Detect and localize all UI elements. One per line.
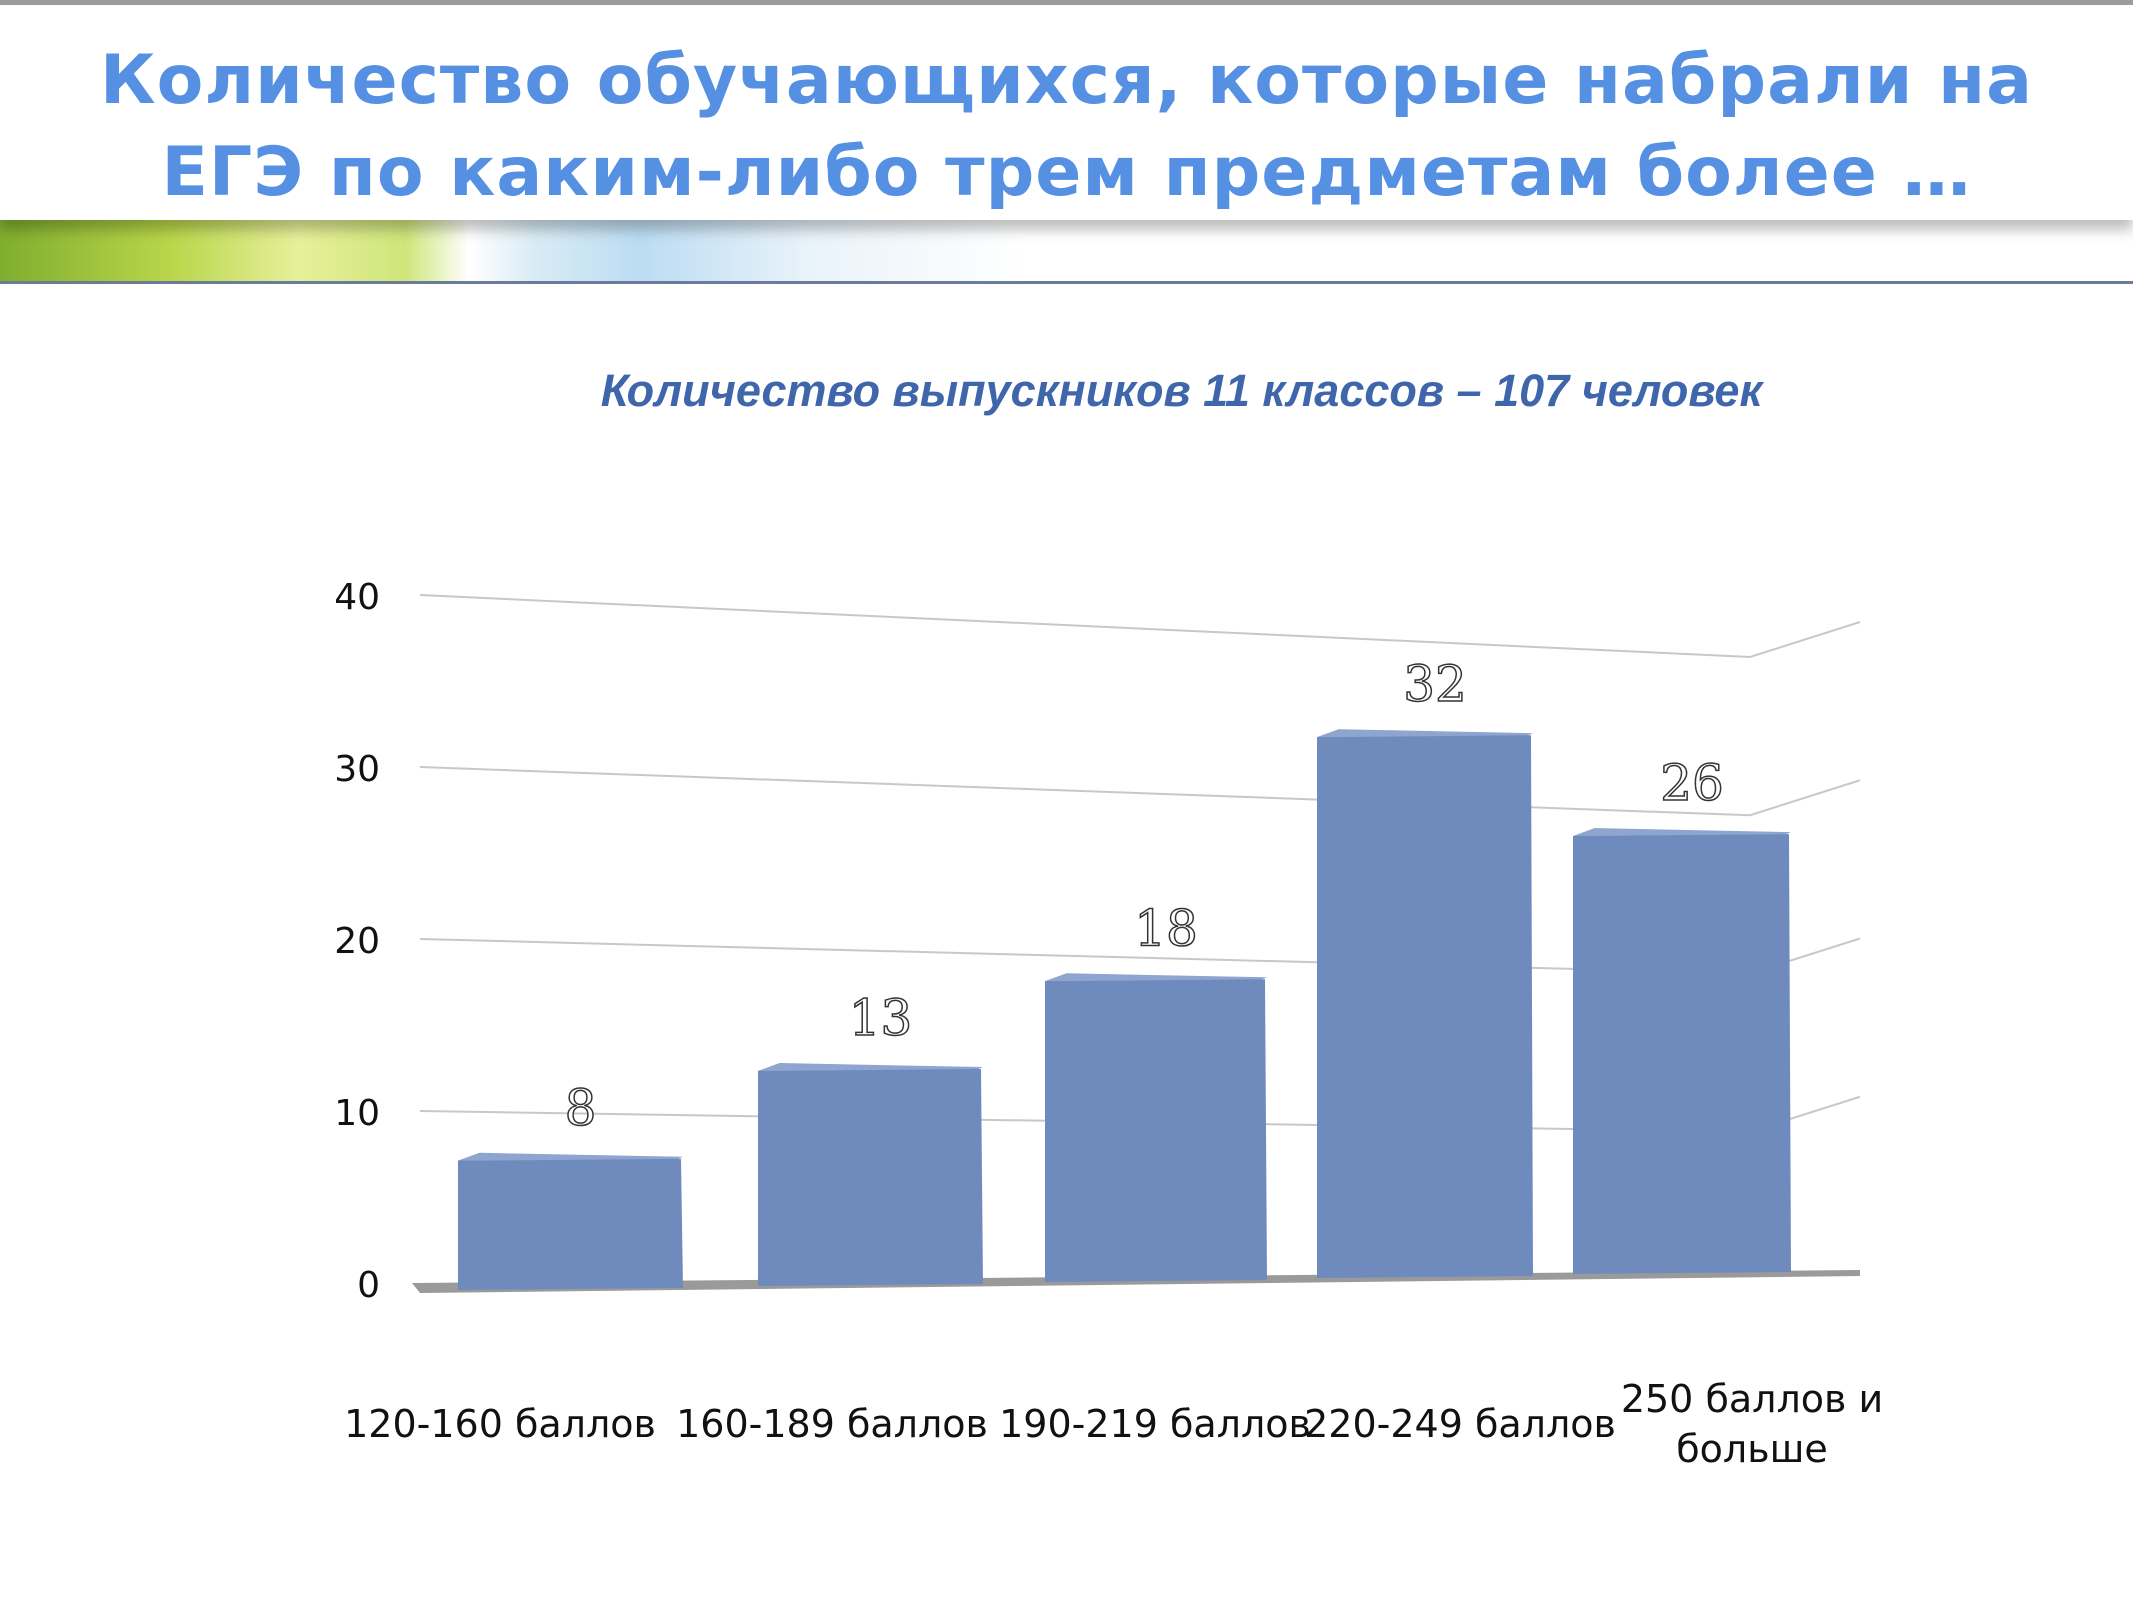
x-tick-label: 120-160 баллов	[344, 1402, 656, 1446]
y-tick-label: 10	[334, 1093, 380, 1134]
x-tick-label: 220-249 баллов	[1304, 1402, 1616, 1446]
data-label: 26	[1660, 754, 1724, 812]
header-divider	[0, 281, 2133, 284]
bar	[758, 1069, 983, 1286]
chart-subtitle: Количество выпускников 11 классов – 107 …	[600, 365, 1763, 416]
bar	[1045, 979, 1267, 1282]
y-tick-label: 30	[334, 749, 380, 790]
bar	[458, 1158, 683, 1290]
bar	[1573, 834, 1791, 1274]
x-tick-label: 250 баллов и	[1621, 1377, 1883, 1421]
x-tick-label: 190-219 баллов	[999, 1402, 1311, 1446]
title-box: Количество обучающихся, которые набрали …	[0, 0, 2133, 220]
gridline	[419, 766, 1861, 817]
x-tick-label: больше	[1676, 1427, 1828, 1471]
x-tick-label: 160-189 баллов	[676, 1402, 988, 1446]
y-tick-label: 0	[357, 1265, 380, 1306]
data-label: 32	[1403, 655, 1467, 713]
slide-title: Количество обучающихся, которые набрали …	[100, 41, 2033, 212]
data-label: 18	[1134, 899, 1198, 957]
gridline	[419, 594, 1861, 659]
data-label: 13	[849, 989, 913, 1047]
y-tick-label: 40	[334, 577, 380, 618]
slide-header: Количество обучающихся, которые набрали …	[0, 0, 2133, 284]
bar	[1317, 735, 1533, 1278]
data-label: 8	[565, 1079, 597, 1137]
y-tick-label: 20	[334, 921, 380, 962]
